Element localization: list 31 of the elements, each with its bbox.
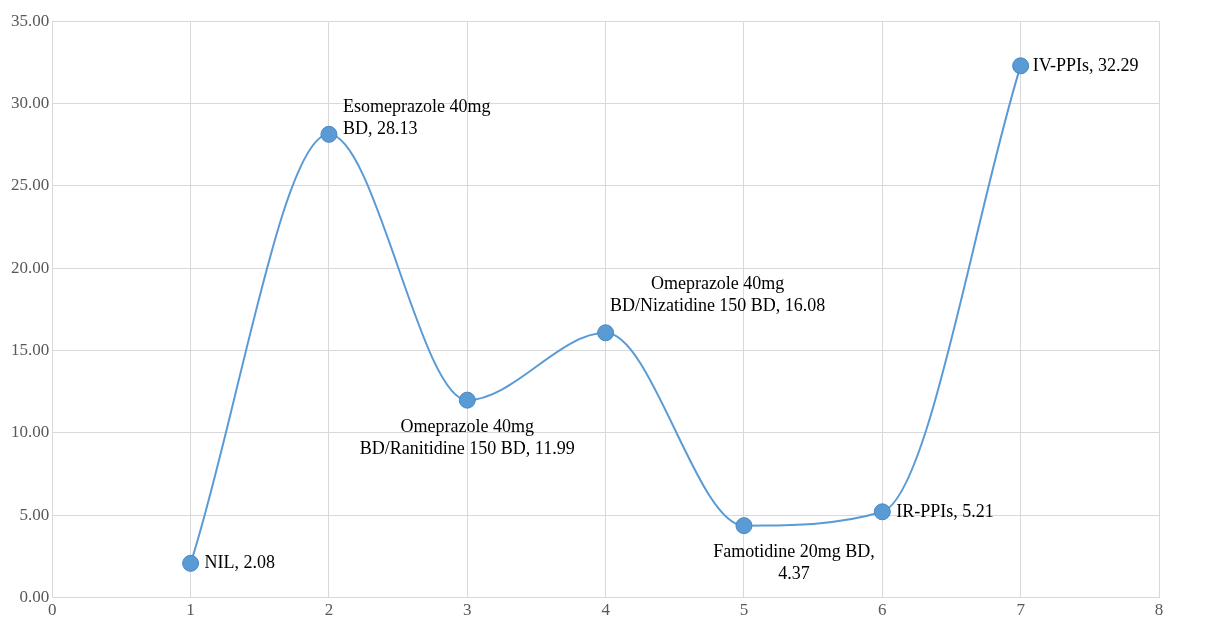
data-label: Esomeprazole 40mg BD, 28.13 [342, 96, 491, 139]
data-label: Omeprazole 40mg BD/Ranitidine 150 BD, 11.99 [359, 415, 575, 458]
point [597, 324, 615, 342]
x-tick-label: 3 [463, 600, 472, 620]
y-tick-label: 25.00 [11, 175, 50, 195]
y-tick-label: 5.00 [19, 504, 50, 524]
y-tick-label: 10.00 [11, 422, 50, 442]
y-tick-label: 35.00 [11, 10, 50, 30]
x-tick-label: 6 [878, 600, 887, 620]
x-tick-label: 0 [48, 600, 57, 620]
y-tick-label: 0.00 [19, 587, 50, 607]
data-label: Omeprazole 40mg BD/Nizatidine 150 BD, 16.08 [609, 272, 826, 315]
x-tick-label: 1 [186, 600, 195, 620]
y-tick-label: 15.00 [11, 340, 50, 360]
x-tick-label: 7 [1016, 600, 1026, 620]
data-label: NIL, 2.08 [204, 552, 276, 573]
x-tick-label: 2 [324, 600, 334, 620]
x-tick-label: 4 [601, 600, 611, 620]
y-tick-label: 30.00 [11, 93, 50, 113]
data-label: IV-PPIs, 32.29 [1032, 54, 1139, 75]
x-tick-label: 5 [739, 600, 749, 620]
point [458, 391, 476, 409]
point [873, 503, 891, 521]
point [320, 125, 338, 143]
point [182, 554, 200, 572]
point [735, 517, 753, 535]
data-label: IR-PPIs, 5.21 [896, 500, 994, 521]
x-tick-label: 8 [1154, 600, 1164, 620]
data-label: Famotidine 20mg BD, 4.37 [713, 541, 875, 584]
point [1012, 57, 1030, 75]
y-tick-label: 20.00 [11, 257, 50, 277]
